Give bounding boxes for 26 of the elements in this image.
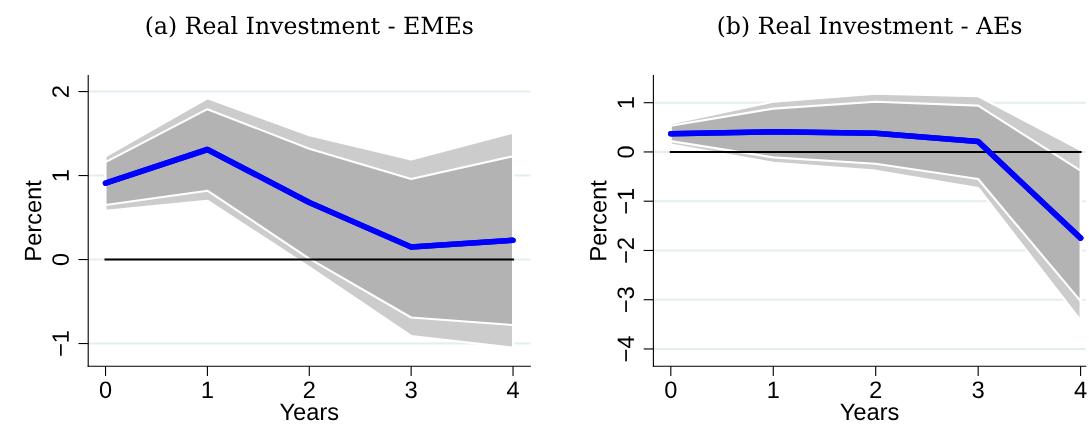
chart-title: (a) Real Investment - EMEs	[146, 15, 473, 38]
x-tick-label: 4	[1074, 381, 1087, 398]
y-tick-label: −3	[617, 287, 635, 313]
y-tick-label: −1	[52, 331, 69, 356]
y-tick-label: 0	[52, 253, 69, 266]
x-tick-label: 1	[768, 381, 779, 398]
x-tick-label: 3	[405, 381, 417, 399]
x-tick-label: 4	[507, 381, 519, 398]
x-axis-title: Years	[840, 403, 899, 421]
y-tick-label: 0	[617, 146, 635, 158]
x-tick-label: 1	[202, 381, 213, 398]
y-tick-label: 1	[52, 170, 69, 181]
y-tick-label: 1	[617, 97, 634, 108]
x-tick-label: 0	[665, 381, 677, 399]
x-tick-label: 2	[303, 381, 315, 398]
x-tick-label: 3	[972, 381, 984, 399]
x-tick-label: 0	[99, 381, 112, 399]
x-tick-label: 2	[870, 381, 882, 398]
y-tick-label: −1	[617, 188, 634, 214]
y-tick-label: 2	[52, 86, 69, 97]
chart-title: (b) Real Investment - AEs	[718, 15, 1022, 38]
y-axis-title: Percent	[24, 180, 42, 260]
y-axis-title: Percent	[590, 180, 607, 260]
y-tick-label: −2	[617, 238, 634, 263]
y-tick-label: −4	[617, 336, 634, 362]
x-axis-title: Years	[280, 403, 339, 421]
